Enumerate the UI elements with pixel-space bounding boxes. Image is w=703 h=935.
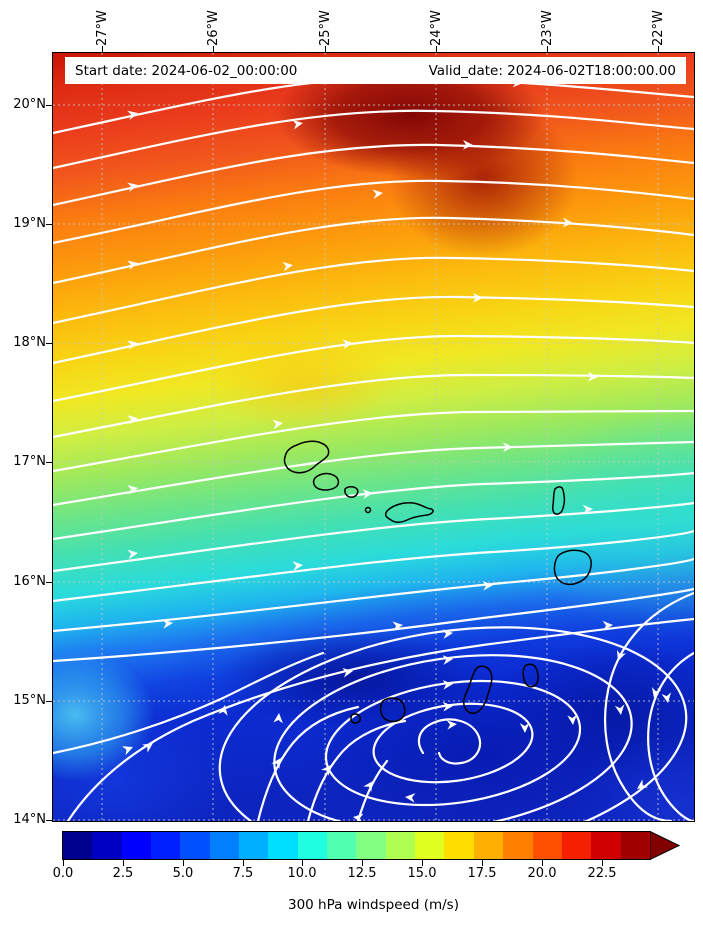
island-brava <box>350 713 361 724</box>
colorbar-tick <box>63 860 64 866</box>
colorbar-tick-label: 22.5 <box>587 866 617 881</box>
axis-tick <box>46 105 53 106</box>
windspeed-field <box>53 53 694 821</box>
lon-tick-label: 25°W <box>318 10 333 46</box>
colorbar-tick <box>123 860 124 866</box>
lon-tick-label: 26°W <box>206 10 221 46</box>
lon-tick-label: 22°W <box>651 10 666 46</box>
lon-tick-label: 27°W <box>95 10 110 46</box>
colorbar-tick <box>302 860 303 866</box>
colorbar-tick-label: 2.5 <box>112 866 134 881</box>
colorbar-tick-label: 12.5 <box>347 866 377 881</box>
map-plot-area: Start date: 2024-06-02_00:00:00 Valid_da… <box>52 52 695 822</box>
lat-tick-label: 19°N <box>13 216 46 231</box>
axis-tick <box>547 46 548 53</box>
colorbar-tick <box>362 860 363 866</box>
colorbar-tick <box>183 860 184 866</box>
map-canvas <box>53 53 694 821</box>
lat-tick-label: 20°N <box>13 97 46 112</box>
lat-tick-label: 16°N <box>13 574 46 589</box>
island-sao-vicente <box>312 472 340 491</box>
colorbar-tick-label: 10.0 <box>287 866 317 881</box>
islet-branco <box>364 506 372 514</box>
colorbar-tick-label: 5.0 <box>172 866 194 881</box>
colorbar-tick-label: 0.0 <box>52 866 74 881</box>
axis-tick <box>46 462 53 463</box>
axis-tick <box>46 820 53 821</box>
lon-tick-label: 23°W <box>540 10 555 46</box>
island-santa-luzia <box>344 486 359 498</box>
axis-tick <box>46 582 53 583</box>
lon-tick-label: 24°W <box>429 10 444 46</box>
island-sao-nicolau <box>384 502 434 523</box>
colorbar-tick <box>602 860 603 866</box>
colorbar-tick <box>542 860 543 866</box>
colorbar-extend-arrow <box>650 831 681 860</box>
colorbar <box>62 831 651 860</box>
axis-tick <box>46 224 53 225</box>
lat-tick-label: 15°N <box>13 693 46 708</box>
island-maio <box>522 663 539 688</box>
colorbar-tick <box>243 860 244 866</box>
coastlines-layer <box>283 440 592 724</box>
axis-tick <box>325 46 326 53</box>
colorbar-tick-label: 17.5 <box>467 866 497 881</box>
island-fogo <box>379 697 406 723</box>
colorbar-label: 300 hPa windspeed (m/s) <box>288 897 459 913</box>
valid-date-text: Valid_date: 2024-06-02T18:00:00.00 <box>428 62 676 79</box>
colorbar-tick-label: 15.0 <box>407 866 437 881</box>
island-santo-antao <box>283 440 330 474</box>
streamlines-layer <box>53 76 694 821</box>
colorbar-tick <box>422 860 423 866</box>
axis-tick <box>46 701 53 702</box>
colorbar-tick <box>482 860 483 866</box>
start-date-text: Start date: 2024-06-02_00:00:00 <box>75 62 298 79</box>
title-bar: Start date: 2024-06-02_00:00:00 Valid_da… <box>65 57 686 84</box>
axis-tick <box>658 46 659 53</box>
colorbar-tick-label: 20.0 <box>527 866 557 881</box>
axis-tick <box>213 46 214 53</box>
axis-tick <box>436 46 437 53</box>
streamline-arrows <box>121 77 671 821</box>
axis-tick <box>102 46 103 53</box>
island-boa-vista <box>553 549 592 586</box>
lat-tick-label: 14°N <box>13 812 46 827</box>
lat-tick-label: 17°N <box>13 454 46 469</box>
lat-tick-label: 18°N <box>13 335 46 350</box>
island-santiago <box>463 665 493 714</box>
colorbar-tick-label: 7.5 <box>232 866 254 881</box>
axis-tick <box>46 343 53 344</box>
island-sal <box>552 486 566 515</box>
